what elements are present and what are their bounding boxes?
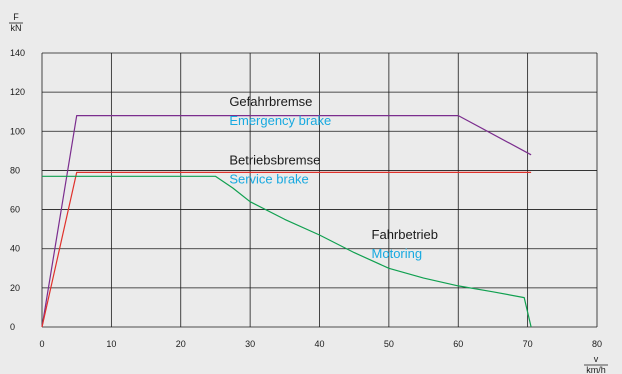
- x-tick-label: 40: [314, 339, 324, 349]
- x-tick-label: 20: [176, 339, 186, 349]
- series: [41, 114, 532, 328]
- y-tick-label: 80: [10, 165, 20, 175]
- y-axis-unit: F kN: [9, 12, 23, 33]
- x-axis-ticks: 0 10 20 30 40 50 60 70 80: [39, 339, 602, 349]
- x-axis-unit-denominator: km/h: [586, 365, 606, 374]
- x-tick-label: 70: [523, 339, 533, 349]
- y-axis-unit-numerator: F: [13, 12, 19, 22]
- series-line-1: [41, 171, 532, 328]
- x-tick-label: 60: [453, 339, 463, 349]
- y-tick-label: 60: [10, 205, 20, 215]
- series-label: Fahrbetrieb: [372, 227, 438, 242]
- series-label-english: Motoring: [372, 246, 423, 261]
- y-tick-label: 100: [10, 126, 25, 136]
- y-tick-label: 0: [10, 322, 15, 332]
- y-tick-label: 120: [10, 87, 25, 97]
- x-tick-label: 10: [106, 339, 116, 349]
- series-labels: Gefahrbremse Emergency brake Betriebsbrems…: [229, 94, 438, 261]
- x-tick-label: 80: [592, 339, 602, 349]
- series-line-2: [42, 175, 532, 328]
- x-tick-label: 50: [384, 339, 394, 349]
- series-label: Betriebsbremse: [229, 153, 320, 168]
- series-label-english: Service brake: [229, 172, 308, 187]
- x-axis-unit-numerator: v: [594, 354, 599, 364]
- y-axis-ticks: 0 20 40 60 80 100 120 140: [10, 48, 25, 332]
- x-axis-unit: v km/h: [584, 354, 608, 374]
- y-axis-unit-denominator: kN: [11, 23, 22, 33]
- grid: [41, 52, 598, 328]
- series-label: Gefahrbremse: [229, 94, 312, 109]
- y-tick-label: 40: [10, 244, 20, 254]
- series-line-0: [41, 114, 532, 328]
- y-tick-label: 140: [10, 48, 25, 58]
- x-tick-label: 0: [39, 339, 44, 349]
- series-label-english: Emergency brake: [229, 113, 331, 128]
- y-tick-label: 20: [10, 283, 20, 293]
- x-tick-label: 30: [245, 339, 255, 349]
